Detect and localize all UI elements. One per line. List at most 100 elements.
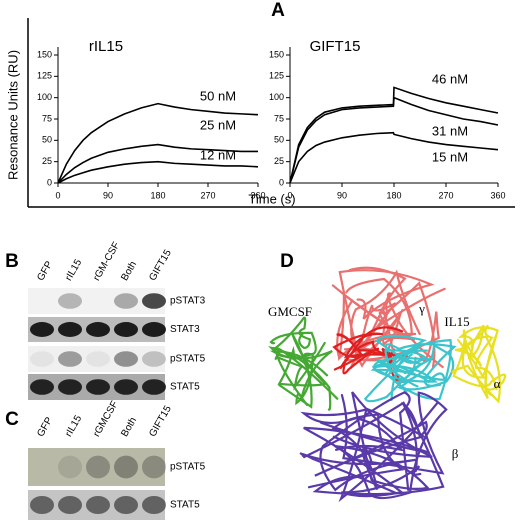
- series-line: [289, 131, 499, 184]
- chain-label: α: [494, 376, 501, 391]
- chain-trace: [364, 334, 428, 403]
- y-tick-label: 50: [42, 135, 52, 145]
- chain-label: γ: [418, 301, 425, 316]
- y-tick-label: 0: [279, 177, 284, 187]
- blot-band: [114, 322, 138, 337]
- chain-trace: [384, 343, 457, 387]
- lane-label: rGM-CSF: [91, 240, 122, 283]
- lane-label: GIFT15: [147, 248, 174, 283]
- y-tick-label: 100: [37, 92, 52, 102]
- chain-trace: [370, 346, 446, 388]
- panel-label: B: [5, 251, 19, 272]
- series-line: [57, 160, 259, 184]
- blot-band: [58, 322, 82, 337]
- series-label: 25 nM: [200, 117, 236, 132]
- row-label: pSTAT3: [170, 296, 206, 307]
- protein-structure: GMCSF γ IL15 α β: [268, 266, 507, 503]
- chain-trace: [307, 413, 405, 491]
- panel-label: C: [5, 409, 19, 430]
- y-axis-label: Resonance Units (RU): [5, 50, 20, 180]
- blot-band: [30, 496, 54, 514]
- blot-band: [58, 293, 82, 309]
- chain-trace: [271, 341, 326, 406]
- lane-label: Both: [119, 259, 139, 282]
- x-tick-label: 360: [250, 190, 265, 200]
- y-tick-label: 75: [42, 113, 52, 123]
- blot-band: [114, 455, 138, 479]
- chart-title: GIFT15: [310, 38, 361, 55]
- y-tick-label: 50: [274, 135, 284, 145]
- x-tick-label: 180: [386, 190, 401, 200]
- series-line: [289, 86, 499, 184]
- chart-title: rIL15: [89, 38, 123, 55]
- row-label: STAT5: [170, 382, 200, 393]
- blot-band: [86, 379, 110, 395]
- y-tick-label: 150: [269, 49, 284, 59]
- lane-label: GFP: [35, 415, 55, 439]
- lane-label: rIL15: [63, 413, 84, 439]
- series-line: [57, 143, 258, 184]
- x-tick-label: 180: [150, 190, 165, 200]
- series-line: [289, 96, 499, 184]
- chain-trace: [331, 269, 435, 356]
- blot-band: [142, 496, 166, 514]
- y-tick-label: 100: [269, 92, 284, 102]
- series-label: 12 nM: [200, 147, 236, 162]
- series-label: 31 nM: [432, 123, 468, 138]
- chain-label: IL15: [444, 314, 469, 329]
- chain-trace: [455, 324, 498, 391]
- lane-label: GFP: [35, 259, 55, 283]
- chain-trace: [332, 332, 409, 361]
- y-tick-label: 75: [274, 113, 284, 123]
- y-tick-label: 150: [37, 49, 52, 59]
- chain-trace: [268, 331, 332, 411]
- row-label: pSTAT5: [170, 462, 206, 473]
- blot-band: [30, 322, 54, 337]
- blot-band: [142, 293, 166, 309]
- blot-band: [58, 379, 82, 395]
- lane-label: GIFT15: [147, 404, 174, 439]
- chain-trace: [456, 324, 499, 379]
- lane-label: rIL15: [63, 257, 84, 283]
- x-tick-label: 90: [337, 190, 347, 200]
- chain-trace: [452, 329, 507, 400]
- x-tick-label: 360: [490, 190, 505, 200]
- row-label: pSTAT5: [170, 354, 206, 365]
- panel-label: A: [271, 0, 285, 21]
- series-line: [57, 102, 259, 184]
- x-tick-label: 0: [55, 190, 60, 200]
- blot-band: [114, 496, 138, 514]
- blot-band: [142, 379, 166, 395]
- x-tick-label: 90: [103, 190, 113, 200]
- blot-band: [58, 455, 82, 479]
- x-tick-label: 0: [287, 190, 292, 200]
- blot-band: [86, 351, 110, 367]
- chain-trace: [384, 338, 452, 401]
- y-tick-label: 125: [37, 71, 52, 81]
- chain-label: GMCSF: [268, 304, 312, 319]
- blot-band: [114, 351, 138, 367]
- blot-band: [86, 496, 110, 514]
- blot-band: [30, 351, 54, 367]
- blot-band: [58, 351, 82, 367]
- x-axis-label: Time (s): [248, 191, 295, 206]
- y-tick-label: 25: [42, 156, 52, 166]
- series-label: 46 nM: [432, 71, 468, 86]
- x-tick-label: 270: [200, 190, 215, 200]
- blot-band: [114, 379, 138, 395]
- blot-band: [142, 322, 166, 337]
- blot-band: [86, 455, 110, 479]
- y-tick-label: 125: [269, 71, 284, 81]
- y-tick-label: 0: [47, 177, 52, 187]
- blot-band: [142, 455, 166, 479]
- blot-band: [86, 322, 110, 337]
- row-label: STAT5: [170, 500, 200, 511]
- blot-band: [58, 496, 82, 514]
- lane-label: Both: [119, 415, 139, 438]
- chain-trace: [301, 401, 445, 496]
- blot-band: [30, 379, 54, 395]
- chain-trace: [336, 266, 417, 361]
- chain-trace: [300, 401, 439, 503]
- y-tick-label: 25: [274, 156, 284, 166]
